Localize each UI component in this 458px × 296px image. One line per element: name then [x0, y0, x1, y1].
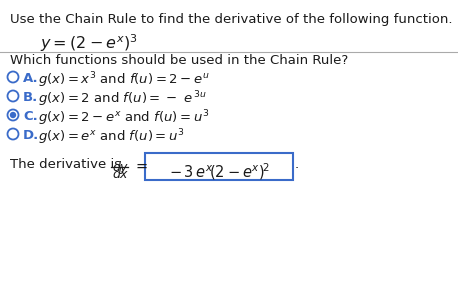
- Text: C.: C.: [23, 110, 38, 123]
- Text: Use the Chain Rule to find the derivative of the following function.: Use the Chain Rule to find the derivativ…: [10, 13, 453, 26]
- Text: $dx$: $dx$: [112, 167, 130, 181]
- Text: $g(x) = 2 - e^x\ \mathrm{and}\ f(u) = u^3$: $g(x) = 2 - e^x\ \mathrm{and}\ f(u) = u^…: [38, 109, 209, 128]
- Text: $g(x) = 2\ \mathrm{and}\ f(u) = -\ e^{\,3u}$: $g(x) = 2\ \mathrm{and}\ f(u) = -\ e^{\,…: [38, 89, 207, 109]
- Text: The derivative is: The derivative is: [10, 158, 121, 171]
- FancyBboxPatch shape: [145, 153, 293, 180]
- Text: .: .: [295, 158, 299, 171]
- Text: $g(x) = x^3\ \mathrm{and}\ f(u) = 2 - e^u$: $g(x) = x^3\ \mathrm{and}\ f(u) = 2 - e^…: [38, 70, 210, 90]
- Circle shape: [10, 112, 16, 118]
- Text: $-\,3\,e^x\!\left(2 - e^x\right)^{\!2}$: $-\,3\,e^x\!\left(2 - e^x\right)^{\!2}$: [169, 161, 269, 182]
- Text: $dy$: $dy$: [112, 159, 130, 176]
- Text: $g(x) = e^x\ \mathrm{and}\ f(u) = u^3$: $g(x) = e^x\ \mathrm{and}\ f(u) = u^3$: [38, 128, 185, 147]
- Text: Which functions should be used in the Chain Rule?: Which functions should be used in the Ch…: [10, 54, 348, 67]
- Text: $y = \mathregular{(2} - e^x\mathregular{)}^3$: $y = \mathregular{(2} - e^x\mathregular{…: [40, 32, 138, 54]
- Text: D.: D.: [23, 129, 39, 142]
- Text: A.: A.: [23, 72, 38, 85]
- Text: B.: B.: [23, 91, 38, 104]
- Text: $=$: $=$: [133, 158, 148, 173]
